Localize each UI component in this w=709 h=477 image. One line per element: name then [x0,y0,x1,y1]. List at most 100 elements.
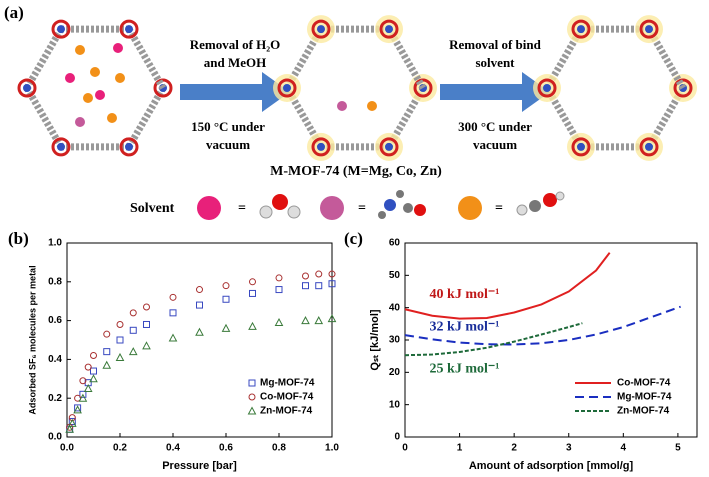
legend-label: Co-MOF-74 [260,392,314,403]
legend-swatch [248,379,256,387]
marker [222,282,230,290]
marker [328,270,336,278]
marker [169,309,177,317]
marker [84,363,92,371]
step-text: vacuum [206,137,250,152]
arrow [440,72,550,112]
marker [129,309,137,317]
atom [384,199,396,211]
atom [272,194,288,210]
x-tick-label: 3 [566,443,572,454]
y-tick-label: 30 [389,335,401,346]
marker [275,274,283,282]
atom [529,200,541,212]
atom [259,205,273,219]
marker [195,327,204,336]
metal-node [385,25,393,34]
metal-node [543,84,551,92]
solvent-sphere [83,93,93,103]
metal-node [639,137,659,157]
metal-node [23,84,31,92]
marker [89,374,98,383]
metal-node [317,142,325,151]
solvent-sphere [107,113,117,123]
y-tick-label: 0.4 [48,354,62,365]
marker [116,336,124,344]
x-tick-label: 0.6 [219,443,233,454]
solvent-sphere [95,90,105,100]
marker [168,333,178,342]
y-tick-label: 1.0 [48,238,62,249]
x-axis-label: Amount of adsorption [mmol/g] [469,460,634,472]
metal-node [283,84,291,92]
panel-label: (a) [4,3,24,22]
marker [196,286,203,294]
linker [23,27,65,90]
legend-label: Zn-MOF-74 [260,406,313,417]
marker [275,286,283,294]
legend-label: Mg-MOF-74 [260,378,315,389]
metal-node [277,78,297,98]
metal-node [645,142,653,151]
metal-node [379,137,399,157]
marker [143,320,150,328]
marker [78,393,88,402]
solvent-sphere [75,117,85,127]
x-tick-label: 5 [675,443,681,454]
marker [328,280,336,288]
metal-node [413,78,433,98]
atom [378,211,386,219]
metal-node [57,142,65,151]
marker [196,301,203,309]
plot-frame [66,242,333,438]
linker [125,27,167,90]
marker [90,367,97,375]
metal-node [673,78,693,98]
data-line [404,252,611,320]
y-tick-label: 10 [389,399,401,410]
y-tick-label: 20 [389,367,401,378]
atom [543,193,557,207]
y-tick-label: 0.6 [48,315,62,326]
marker [67,418,77,427]
x-tick-label: 0.2 [113,443,127,454]
metal-node [639,19,659,39]
solvent-label: Solvent [130,201,175,216]
x-axis-label: Pressure [bar] [162,460,237,472]
metal-node [317,25,325,34]
data-line [404,322,583,357]
metal-node [17,78,37,98]
linker [125,86,167,149]
marker [274,317,284,327]
y-tick-label: 0.2 [48,393,62,404]
step-text: 150 °C under [191,119,265,134]
x-tick-label: 4 [621,443,627,454]
framework-drawings [17,15,697,161]
marker [79,377,87,385]
atom [287,205,301,219]
metal-node [119,137,139,157]
marker [169,293,177,301]
metal-node [311,137,331,157]
molecule [516,191,565,216]
arrow-shape [180,72,290,112]
y-axis-label: Adsorbed SF₆ molecules per metal [27,265,37,414]
marker [222,295,230,303]
step-text: Removal of H₂O [190,37,281,52]
metal-node [645,25,653,34]
x-tick-label: 0.4 [166,443,180,454]
panel-label: (c) [344,229,363,248]
panel-label: (b) [8,229,29,248]
equals: = [495,201,503,216]
metal-node [577,25,585,34]
marker [315,282,323,290]
y-tick-label: 0.0 [48,432,62,443]
marker [103,330,111,338]
step-text: vacuum [473,137,517,152]
step-text: and MeOH [204,55,266,70]
atom [414,204,426,216]
solvent-sphere [367,101,377,111]
y-tick-label: 0 [394,432,400,443]
metal-node [125,142,133,151]
